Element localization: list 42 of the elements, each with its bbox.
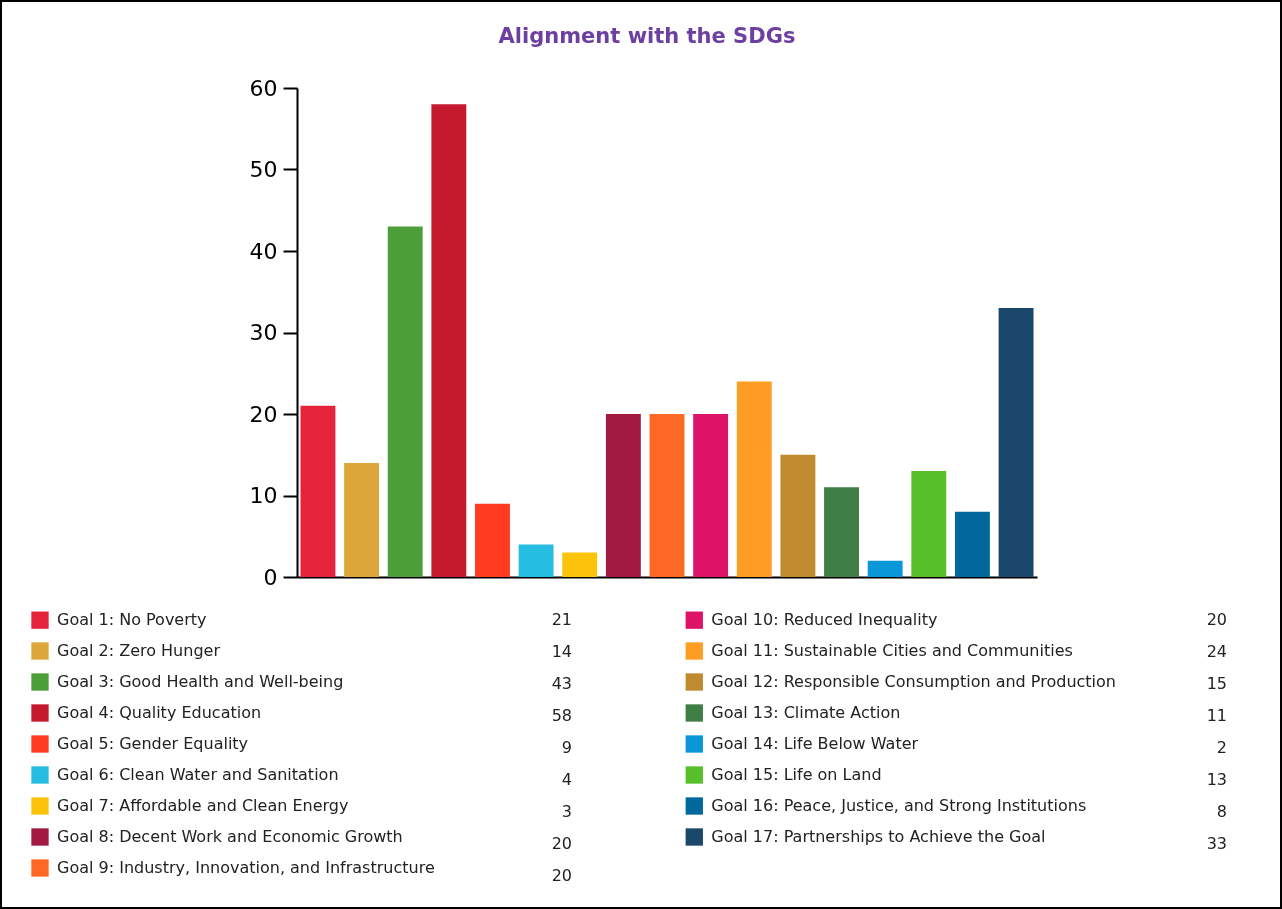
y-tick-label: 10	[249, 483, 278, 508]
text: 15	[1206, 674, 1227, 693]
legend-label: Goal 11: Sustainable Cities and Communities	[711, 641, 1073, 660]
legend-label: Goal 8: Decent Work and Economic Growth	[57, 827, 403, 846]
legend-label: Goal 9: Industry, Innovation, and Infrastructure	[57, 858, 435, 877]
legend-label: Goal 12: Responsible Consumption and Production	[711, 672, 1116, 691]
chart-title: Alignment with the SDGs	[498, 24, 796, 48]
legend-label: Goal 14: Life Below Water	[711, 734, 919, 753]
text: 8	[1216, 802, 1227, 821]
text: 43	[551, 674, 572, 693]
text: 20	[551, 834, 572, 853]
text: 14	[551, 642, 572, 661]
text: 9	[561, 738, 572, 757]
legend-label: Goal 7: Affordable and Clean Energy	[57, 796, 349, 815]
y-tick-label: 40	[249, 238, 278, 264]
legend-label: Goal 15: Life on Land	[711, 765, 882, 784]
legend-label: Goal 3: Good Health and Well-being	[57, 672, 344, 691]
legend-label: Goal 5: Gender Equality	[57, 734, 249, 753]
text: 21	[551, 610, 572, 629]
y-tick-label: 20	[249, 401, 278, 427]
legend-label: Goal 13: Climate Action	[711, 703, 901, 722]
legend-label: Goal 16: Peace, Justice, and Strong Institutions	[711, 796, 1087, 815]
text: 2	[1216, 738, 1227, 757]
text: 3	[561, 802, 572, 821]
legend-label: Goal 1: No Poverty	[57, 610, 207, 630]
text: 24	[1206, 642, 1227, 661]
legend-label: Goal 10: Reduced Inequality	[711, 610, 938, 630]
text: 33	[1206, 834, 1227, 853]
y-tick-label: 60	[249, 75, 278, 101]
text: 4	[561, 770, 572, 789]
legend-label: Goal 4: Quality Education	[57, 703, 262, 722]
legend-label: Goal 17: Partnerships to Achieve the Goal	[711, 827, 1046, 846]
text: 20	[551, 866, 572, 885]
text: 58	[551, 706, 572, 725]
y-tick-label: 0	[263, 564, 278, 590]
text: 11	[1206, 706, 1227, 725]
legend-label: Goal 6: Clean Water and Sanitation	[57, 765, 339, 784]
y-tick-label: 50	[249, 157, 278, 182]
text: 13	[1206, 770, 1227, 789]
y-tick-label: 30	[249, 320, 278, 345]
text: 20	[1206, 610, 1227, 629]
legend-label: Goal 2: Zero Hunger	[57, 641, 221, 660]
